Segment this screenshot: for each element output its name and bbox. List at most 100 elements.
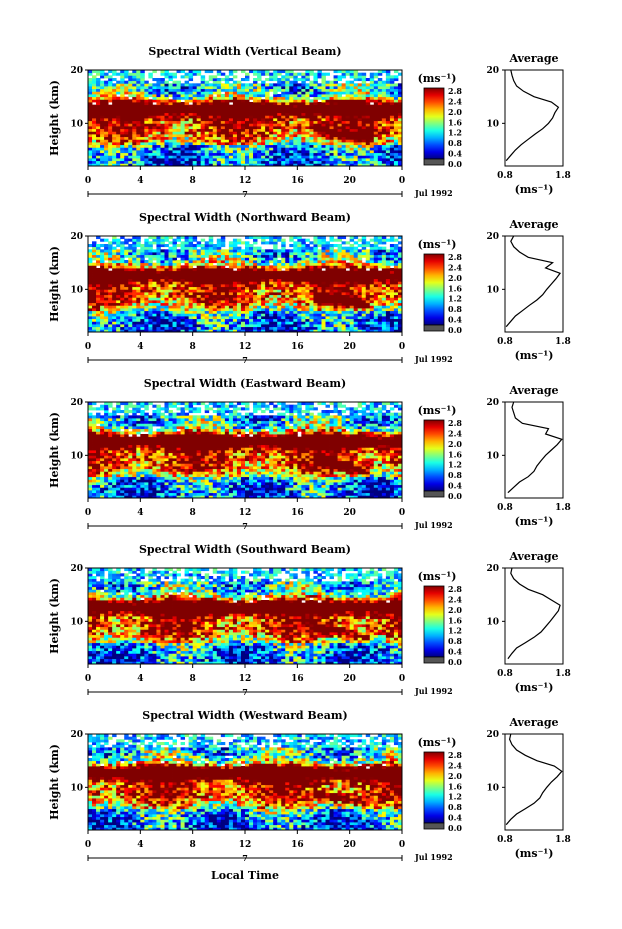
heatmap-cell	[104, 302, 109, 306]
heatmap-cell	[180, 120, 186, 124]
heatmap-cell	[116, 107, 121, 111]
heatmap-cell	[208, 136, 214, 140]
heatmap-cell	[196, 104, 202, 108]
heatmap-cell	[128, 160, 133, 164]
heatmap-cell	[297, 144, 302, 148]
heatmap	[88, 236, 403, 333]
heatmap-cell	[136, 286, 141, 290]
heatmap-cell	[261, 88, 266, 92]
heatmap-cell	[245, 300, 250, 304]
heatmap-cell	[188, 241, 194, 245]
heatmap-cell	[337, 276, 343, 280]
heatmap-cell	[188, 308, 194, 312]
heatmap-cell	[301, 257, 306, 261]
heatmap-cell	[148, 241, 153, 245]
heatmap-cell	[240, 262, 246, 266]
heatmap-cell	[132, 324, 137, 328]
heatmap-cell	[216, 302, 222, 306]
heatmap-cell	[172, 249, 177, 253]
heatmap-cell	[108, 284, 113, 288]
heatmap-cell	[236, 115, 242, 119]
heatmap-cell	[349, 72, 355, 76]
heatmap-cell	[353, 254, 359, 258]
heatmap-cell	[253, 308, 258, 312]
heatmap-cell	[232, 289, 238, 293]
heatmap-cell	[116, 252, 121, 256]
heatmap-cell	[128, 91, 133, 95]
heatmap-cell	[176, 249, 181, 253]
heatmap-cell	[329, 249, 334, 253]
heatmap-cell	[92, 313, 97, 317]
heatmap-cell	[301, 78, 306, 82]
heatmap-cell	[301, 136, 306, 140]
heatmap-cell	[293, 318, 298, 322]
heatmap-cell	[216, 83, 222, 87]
heatmap-cell	[88, 126, 93, 130]
heatmap-cell	[345, 281, 351, 285]
heatmap-cell	[245, 158, 250, 162]
heatmap-cell	[140, 107, 145, 111]
heatmap-cell	[249, 302, 254, 306]
heatmap-cell	[249, 324, 254, 328]
heatmap-cell	[341, 112, 347, 116]
heatmap-cell	[393, 75, 399, 79]
heatmap-cell	[281, 126, 286, 130]
heatmap-cell	[204, 329, 210, 333]
heatmap-cell	[152, 313, 157, 317]
heatmap-cell	[220, 249, 226, 253]
heatmap-cell	[180, 302, 186, 306]
heatmap-cell	[273, 241, 278, 245]
heatmap-cell	[148, 75, 153, 79]
heatmap-cell	[349, 329, 355, 333]
heatmap-cell	[152, 281, 157, 285]
heatmap-cell	[180, 326, 186, 330]
heatmap-cell	[108, 136, 113, 140]
heatmap-cell	[88, 302, 93, 306]
heatmap-cell	[377, 80, 383, 84]
heatmap-cell	[377, 112, 383, 116]
heatmap-cell	[164, 112, 169, 116]
heatmap-cell	[208, 284, 214, 288]
heatmap-cell	[273, 118, 278, 122]
heatmap-cell	[349, 305, 355, 309]
heatmap-cell	[192, 238, 198, 242]
heatmap-cell	[353, 300, 359, 304]
heatmap-cell	[265, 152, 270, 156]
heatmap-cell	[216, 324, 222, 328]
heatmap-cell	[204, 252, 210, 256]
heatmap-cell	[148, 300, 153, 304]
heatmap-cell	[164, 273, 169, 277]
heatmap-cell	[104, 110, 109, 114]
heatmap-cell	[341, 273, 347, 277]
heatmap-cell	[124, 297, 129, 301]
heatmap-cell	[204, 262, 210, 266]
heatmap-cell	[313, 289, 318, 293]
heatmap-cell	[160, 88, 165, 92]
heatmap-cell	[212, 86, 218, 90]
heatmap-cell	[128, 83, 133, 87]
heatmap-cell	[180, 252, 186, 256]
heatmap-cell	[309, 284, 314, 288]
heatmap-cell	[277, 254, 282, 258]
heatmap-cell	[132, 265, 137, 269]
heatmap-cell	[132, 110, 137, 114]
heatmap-cell	[393, 136, 399, 140]
heatmap-cell	[353, 236, 359, 240]
heatmap-cell	[136, 150, 141, 154]
heatmap-cell	[112, 302, 117, 306]
heatmap-cell	[313, 120, 318, 124]
heatmap-cell	[120, 160, 125, 164]
heatmap-cell	[369, 134, 375, 138]
profile-x-tick-label: 1.8	[555, 171, 571, 181]
heatmap-cell	[140, 112, 145, 116]
heatmap-cell	[184, 102, 190, 106]
heatmap-cell	[188, 142, 194, 146]
heatmap-cell	[240, 88, 246, 92]
heatmap-cell	[172, 158, 177, 162]
heatmap-cell	[361, 96, 367, 100]
heatmap-cell	[92, 112, 97, 116]
heatmap-cell	[192, 102, 198, 106]
heatmap-cell	[92, 297, 97, 301]
heatmap-cell	[200, 75, 206, 79]
heatmap-cell	[273, 321, 278, 325]
